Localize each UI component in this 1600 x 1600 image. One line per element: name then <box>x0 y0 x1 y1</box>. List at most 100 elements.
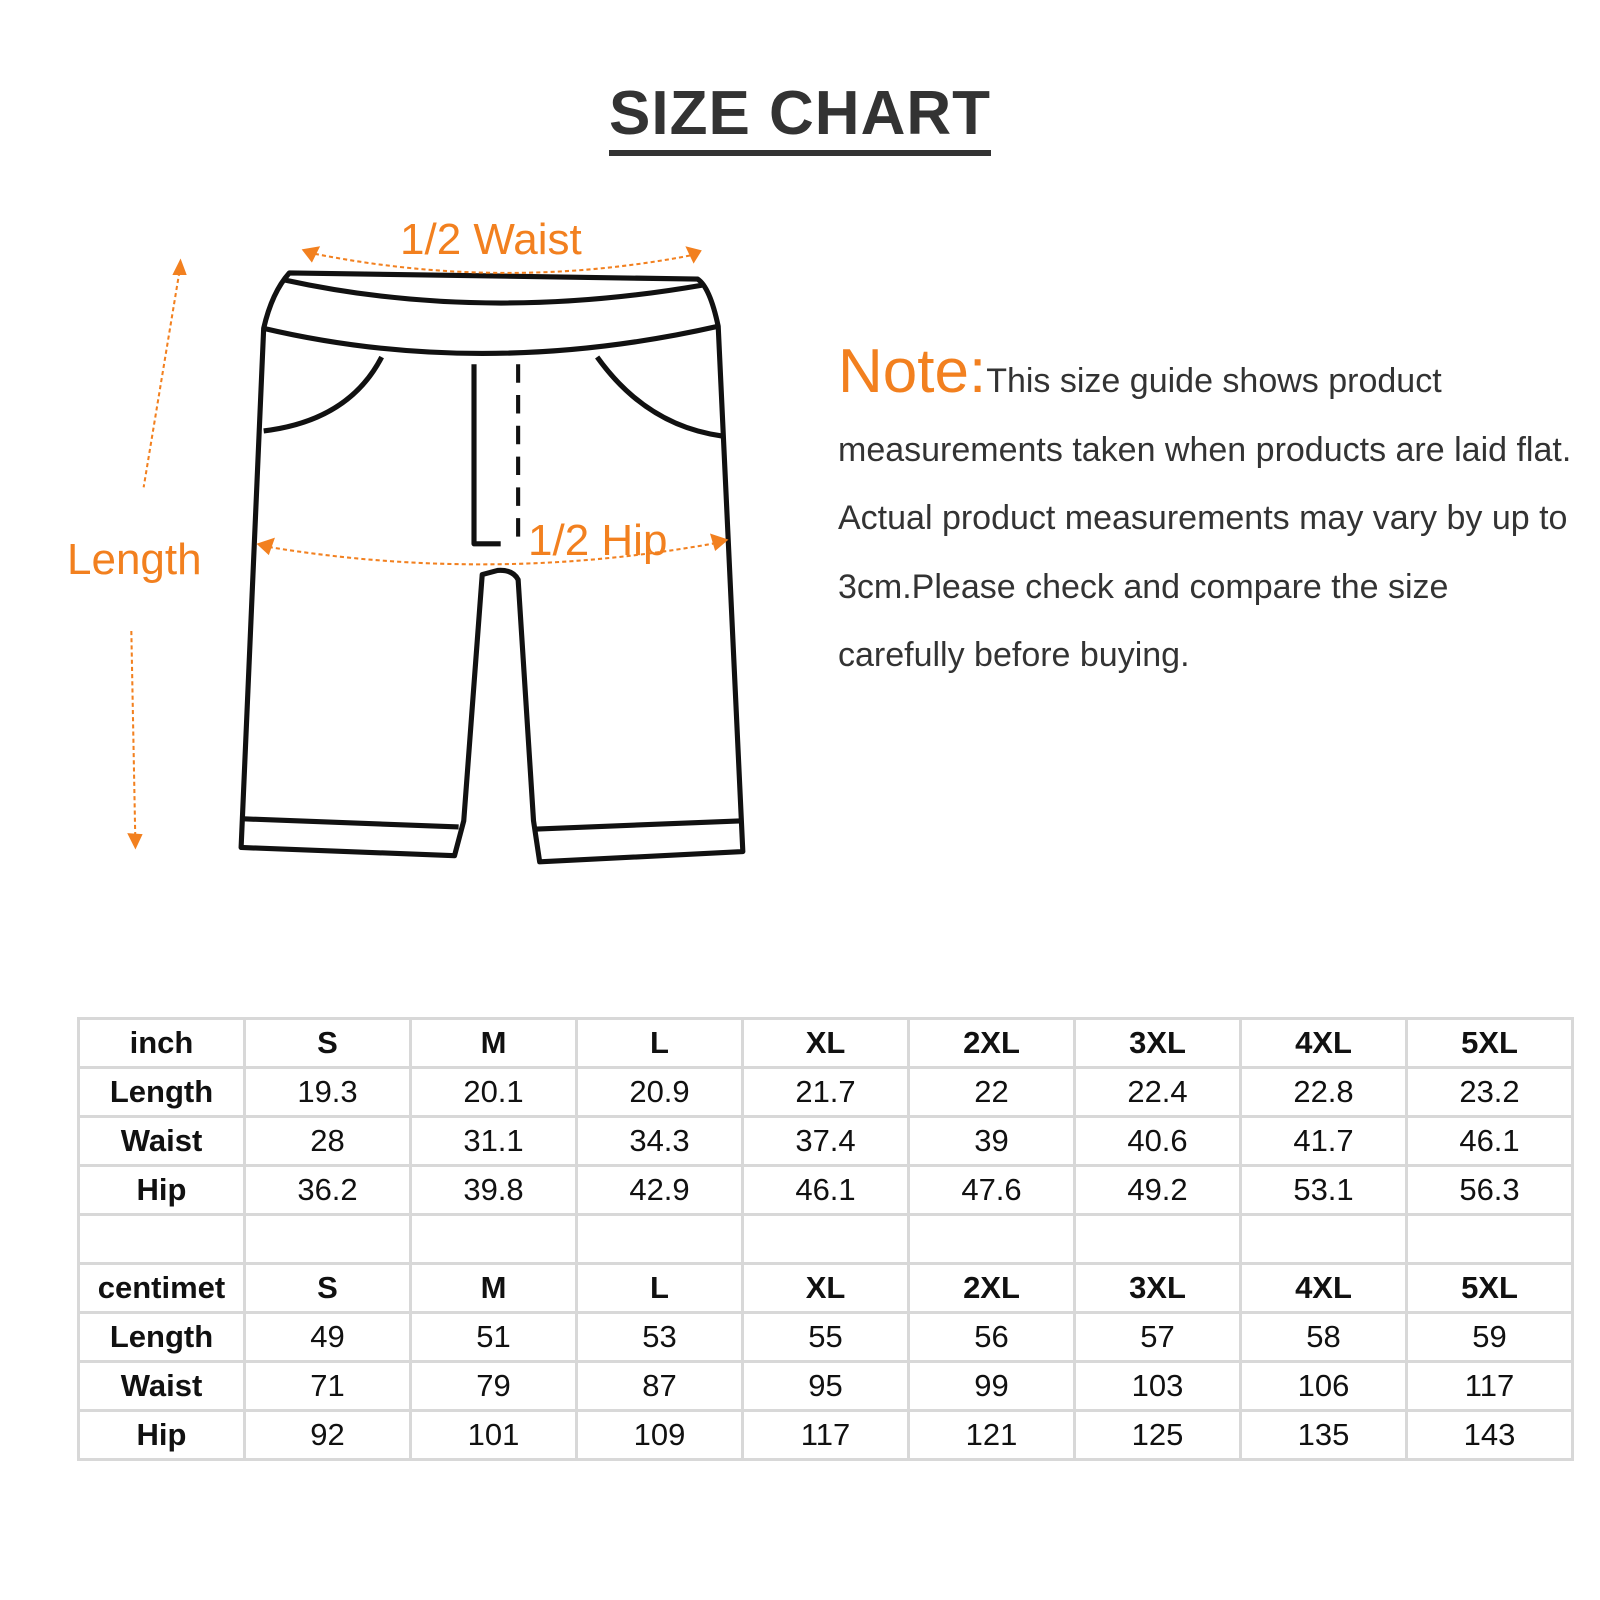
note: Note:This size guide shows product measu… <box>838 337 1578 690</box>
value-cell: 121 <box>907 1409 1076 1461</box>
value-cell: 41.7 <box>1239 1115 1408 1167</box>
value-cell: 56 <box>907 1311 1076 1363</box>
size-header: 5XL <box>1405 1017 1574 1069</box>
size-header: 2XL <box>907 1262 1076 1314</box>
table-row: Waist 28 31.1 34.3 37.4 39 40.6 41.7 46.1 <box>77 1115 1574 1167</box>
value-cell: 39.8 <box>409 1164 578 1216</box>
value-cell: 40.6 <box>1073 1115 1242 1167</box>
size-header: S <box>243 1262 412 1314</box>
value-cell: 22.8 <box>1239 1066 1408 1118</box>
note-text: This size guide shows product measuremen… <box>838 362 1572 674</box>
value-cell: 31.1 <box>409 1115 578 1167</box>
empty-cell <box>907 1213 1076 1265</box>
value-cell: 39 <box>907 1115 1076 1167</box>
row-label: Waist <box>77 1115 246 1167</box>
value-cell: 49 <box>243 1311 412 1363</box>
table-row: Hip 36.2 39.8 42.9 46.1 47.6 49.2 53.1 56.3 <box>77 1164 1574 1216</box>
empty-cell <box>77 1213 246 1265</box>
table-row: Hip 92 101 109 117 121 125 135 143 <box>77 1409 1574 1461</box>
value-cell: 87 <box>575 1360 744 1412</box>
size-table: inch S M L XL 2XL 3XL 4XL 5XL Length 19.3 20.1 20.9 2… <box>77 1017 1574 1461</box>
value-cell: 106 <box>1239 1360 1408 1412</box>
measure-arrows <box>130 251 724 847</box>
spacer-row <box>77 1213 1574 1265</box>
value-cell: 117 <box>1405 1360 1574 1412</box>
value-cell: 49.2 <box>1073 1164 1242 1216</box>
size-header: 3XL <box>1073 1017 1242 1069</box>
size-header: 3XL <box>1073 1262 1242 1314</box>
unit-header: centimet <box>77 1262 246 1314</box>
empty-cell <box>1405 1213 1574 1265</box>
value-cell: 53 <box>575 1311 744 1363</box>
row-label: Hip <box>77 1409 246 1461</box>
row-label: Waist <box>77 1360 246 1412</box>
row-label: Length <box>77 1066 246 1118</box>
value-cell: 51 <box>409 1311 578 1363</box>
empty-cell <box>741 1213 910 1265</box>
value-cell: 20.1 <box>409 1066 578 1118</box>
value-cell: 99 <box>907 1360 1076 1412</box>
value-cell: 58 <box>1239 1311 1408 1363</box>
size-header: S <box>243 1017 412 1069</box>
value-cell: 135 <box>1239 1409 1408 1461</box>
value-cell: 79 <box>409 1360 578 1412</box>
note-heading: Note: <box>838 337 987 406</box>
size-header: M <box>409 1262 578 1314</box>
table-row: Length 49 51 53 55 56 57 58 59 <box>77 1311 1574 1363</box>
row-label: Length <box>77 1311 246 1363</box>
value-cell: 71 <box>243 1360 412 1412</box>
size-header: L <box>575 1262 744 1314</box>
value-cell: 103 <box>1073 1360 1242 1412</box>
value-cell: 28 <box>243 1115 412 1167</box>
value-cell: 101 <box>409 1409 578 1461</box>
empty-cell <box>243 1213 412 1265</box>
size-header: XL <box>741 1262 910 1314</box>
value-cell: 21.7 <box>741 1066 910 1118</box>
size-header: 4XL <box>1239 1017 1408 1069</box>
waist-label: 1/2 Waist <box>400 215 582 264</box>
empty-cell <box>1239 1213 1408 1265</box>
empty-cell <box>575 1213 744 1265</box>
shorts-diagram <box>127 246 746 865</box>
value-cell: 92 <box>243 1409 412 1461</box>
size-header: XL <box>741 1017 910 1069</box>
value-cell: 143 <box>1405 1409 1574 1461</box>
value-cell: 37.4 <box>741 1115 910 1167</box>
value-cell: 46.1 <box>741 1164 910 1216</box>
value-cell: 46.1 <box>1405 1115 1574 1167</box>
row-label: Hip <box>77 1164 246 1216</box>
length-label: Length <box>67 535 202 584</box>
value-cell: 125 <box>1073 1409 1242 1461</box>
page-title: SIZE CHART <box>0 78 1600 156</box>
value-cell: 42.9 <box>575 1164 744 1216</box>
hip-label: 1/2 Hip <box>528 516 668 565</box>
size-header: L <box>575 1017 744 1069</box>
value-cell: 55 <box>741 1311 910 1363</box>
value-cell: 19.3 <box>243 1066 412 1118</box>
size-header: 4XL <box>1239 1262 1408 1314</box>
value-cell: 95 <box>741 1360 910 1412</box>
value-cell: 47.6 <box>907 1164 1076 1216</box>
empty-cell <box>1073 1213 1242 1265</box>
table-row: Waist 71 79 87 95 99 103 106 117 <box>77 1360 1574 1412</box>
unit-header: inch <box>77 1017 246 1069</box>
value-cell: 36.2 <box>243 1164 412 1216</box>
size-header: M <box>409 1017 578 1069</box>
value-cell: 34.3 <box>575 1115 744 1167</box>
size-header: 5XL <box>1405 1262 1574 1314</box>
value-cell: 59 <box>1405 1311 1574 1363</box>
value-cell: 109 <box>575 1409 744 1461</box>
value-cell: 22.4 <box>1073 1066 1242 1118</box>
table-header-row: inch S M L XL 2XL 3XL 4XL 5XL <box>77 1017 1574 1069</box>
value-cell: 23.2 <box>1405 1066 1574 1118</box>
shorts-outline <box>238 270 746 865</box>
empty-cell <box>409 1213 578 1265</box>
value-cell: 53.1 <box>1239 1164 1408 1216</box>
size-header: 2XL <box>907 1017 1076 1069</box>
value-cell: 20.9 <box>575 1066 744 1118</box>
table-row: Length 19.3 20.1 20.9 21.7 22 22.4 22.8 23.2 <box>77 1066 1574 1118</box>
value-cell: 117 <box>741 1409 910 1461</box>
value-cell: 22 <box>907 1066 1076 1118</box>
value-cell: 56.3 <box>1405 1164 1574 1216</box>
value-cell: 57 <box>1073 1311 1242 1363</box>
